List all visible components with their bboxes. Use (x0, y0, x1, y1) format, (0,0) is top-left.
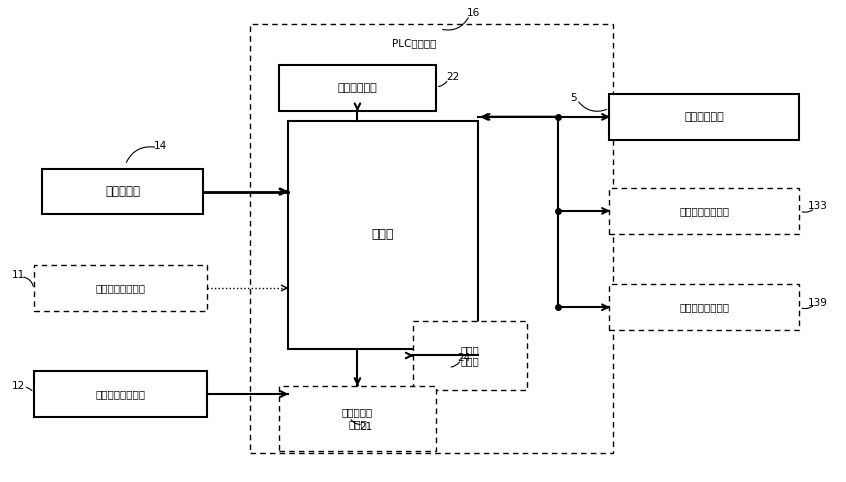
Bar (413, 321, 527, 390)
Text: 139: 139 (808, 298, 828, 308)
Text: 处理器: 处理器 (371, 228, 394, 241)
Text: 限位伺服液压油罐: 限位伺服液压油罐 (679, 302, 729, 312)
Text: 12: 12 (12, 381, 25, 390)
Bar (42, 169, 203, 214)
Text: 闸门伸缩油罐: 闸门伸缩油罐 (684, 112, 724, 122)
Bar (609, 284, 799, 330)
Bar (250, 24, 613, 453)
Bar (279, 386, 436, 451)
Text: 22: 22 (446, 72, 459, 82)
Text: 限位伺服液压油罐: 限位伺服液压油罐 (679, 206, 729, 216)
Text: 远程通
讯模块: 远程通 讯模块 (460, 345, 480, 366)
Text: 14: 14 (154, 141, 168, 150)
Bar (34, 265, 207, 311)
Text: 11: 11 (12, 270, 25, 280)
Text: PLC控制装置: PLC控制装置 (393, 39, 437, 48)
Text: 21: 21 (359, 422, 372, 431)
Text: 24: 24 (457, 353, 470, 362)
Text: 位移传感器: 位移传感器 (105, 185, 140, 198)
Text: 5: 5 (570, 93, 577, 103)
Text: 133: 133 (808, 201, 828, 211)
Text: 16: 16 (467, 9, 481, 18)
Text: 第一开度检测装置: 第一开度检测装置 (96, 283, 146, 293)
Bar (279, 65, 436, 111)
Text: 第二开度检测装置: 第二开度检测装置 (96, 389, 146, 399)
Bar (34, 371, 207, 417)
Bar (609, 188, 799, 234)
Text: 闸门流量计
算模块: 闸门流量计 算模块 (342, 407, 373, 429)
Bar (288, 120, 478, 349)
Bar (609, 94, 799, 140)
Text: 流量监测模块: 流量监测模块 (338, 83, 377, 93)
